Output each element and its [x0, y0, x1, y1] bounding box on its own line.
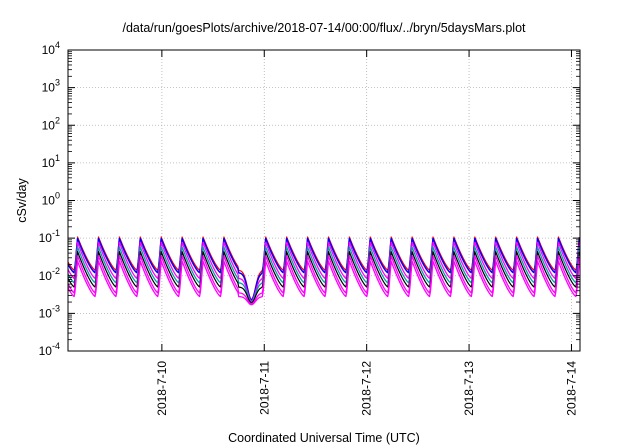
x-tick-label: 2018-7-13 — [462, 361, 476, 416]
y-tick-label: 100 — [42, 191, 60, 208]
grid — [68, 50, 580, 351]
y-tick-label: 103 — [42, 78, 60, 95]
y-tick-label: 10-3 — [39, 303, 60, 320]
series-line-7 — [67, 260, 580, 306]
y-tick-label: 104 — [42, 40, 60, 57]
chart-title: /data/run/goesPlots/archive/2018-07-14/0… — [122, 21, 526, 35]
y-axis-label: cSv/day — [15, 178, 29, 223]
x-tick-label: 2018-7-14 — [564, 361, 578, 416]
series-layer — [67, 236, 581, 306]
y-tick-label: 10-4 — [39, 341, 60, 358]
y-tick-label: 10-1 — [39, 228, 60, 245]
x-tick-label: 2018-7-11 — [257, 361, 271, 415]
x-tick-label: 2018-7-10 — [155, 361, 169, 416]
y-tick-label: 102 — [42, 115, 60, 132]
x-axis-ticks: 2018-7-10 2018-7-11 2018-7-12 2018-7-13 2018… — [155, 50, 578, 416]
y-tick-label: 10-2 — [39, 266, 60, 283]
x-tick-label: 2018-7-12 — [360, 361, 374, 416]
x-axis-label: Coordinated Universal Time (UTC) — [228, 431, 420, 445]
y-tick-label: 101 — [42, 153, 60, 170]
